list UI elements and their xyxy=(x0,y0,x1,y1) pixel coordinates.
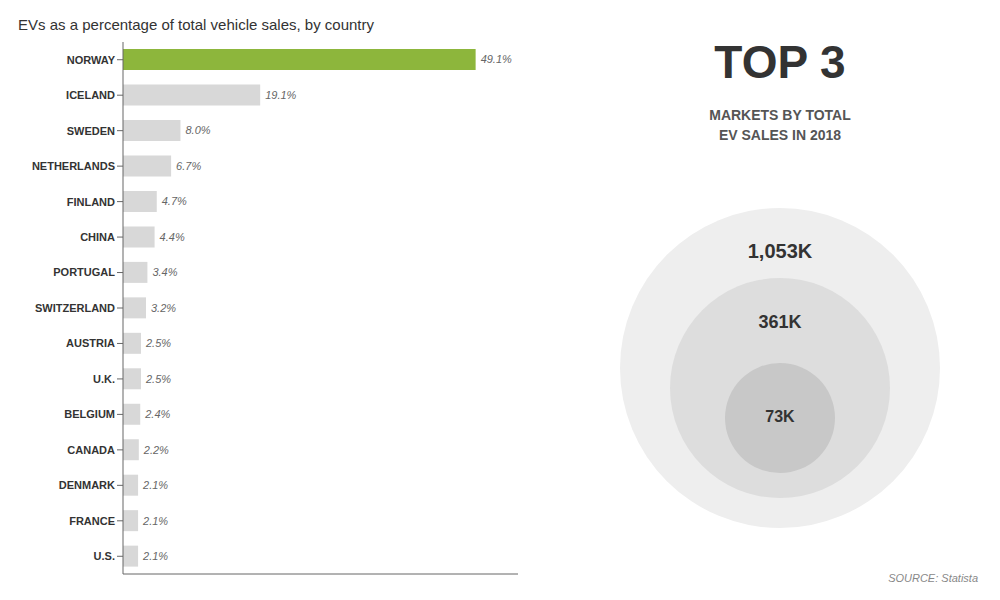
svg-text:2.5%: 2.5% xyxy=(145,337,171,349)
svg-text:SWEDEN: SWEDEN xyxy=(67,125,115,137)
svg-text:BELGIUM: BELGIUM xyxy=(64,408,115,420)
svg-text:4.7%: 4.7% xyxy=(162,195,187,207)
svg-text:CHINA: CHINA xyxy=(80,231,115,243)
svg-text:FINLAND: FINLAND xyxy=(67,196,115,208)
svg-text:6.7%: 6.7% xyxy=(176,160,201,172)
svg-text:2.5%: 2.5% xyxy=(145,373,171,385)
svg-text:SWITZERLAND: SWITZERLAND xyxy=(35,302,115,314)
svg-text:2.1%: 2.1% xyxy=(142,550,168,562)
svg-text:AUSTRIA: AUSTRIA xyxy=(66,337,115,349)
svg-text:CANADA: CANADA xyxy=(67,444,115,456)
svg-text:MARKETS BY TOTAL: MARKETS BY TOTAL xyxy=(709,107,851,123)
svg-text:3.4%: 3.4% xyxy=(152,266,177,278)
svg-text:4.4%: 4.4% xyxy=(160,231,185,243)
svg-text:3.2%: 3.2% xyxy=(151,302,176,314)
svg-text:NORWAY: NORWAY xyxy=(67,54,116,66)
svg-text:ICELAND: ICELAND xyxy=(66,89,115,101)
svg-text:1,053K: 1,053K xyxy=(748,240,813,262)
svg-text:EV SALES IN 2018: EV SALES IN 2018 xyxy=(719,127,841,143)
svg-text:2.1%: 2.1% xyxy=(142,479,168,491)
svg-text:19.1%: 19.1% xyxy=(265,89,296,101)
svg-text:TOP 3: TOP 3 xyxy=(714,36,845,88)
svg-text:8.0%: 8.0% xyxy=(185,124,210,136)
svg-text:361K: 361K xyxy=(758,312,801,332)
svg-text:2.1%: 2.1% xyxy=(142,515,168,527)
svg-text:2.4%: 2.4% xyxy=(144,408,170,420)
svg-text:U.S.: U.S. xyxy=(94,550,115,562)
svg-text:FRANCE: FRANCE xyxy=(69,515,115,527)
svg-text:2.2%: 2.2% xyxy=(143,444,169,456)
svg-text:U.K.: U.K. xyxy=(93,373,115,385)
svg-text:NETHERLANDS: NETHERLANDS xyxy=(32,160,115,172)
svg-text:73K: 73K xyxy=(765,408,795,425)
svg-text:SOURCE: Statista: SOURCE: Statista xyxy=(888,572,978,584)
svg-text:DENMARK: DENMARK xyxy=(59,479,115,491)
html-text:EVs as a percentage of total v: EVs as a percentage of total vehicle sal… xyxy=(18,16,374,33)
svg-text:49.1%: 49.1% xyxy=(481,53,512,65)
svg-text:PORTUGAL: PORTUGAL xyxy=(53,266,115,278)
